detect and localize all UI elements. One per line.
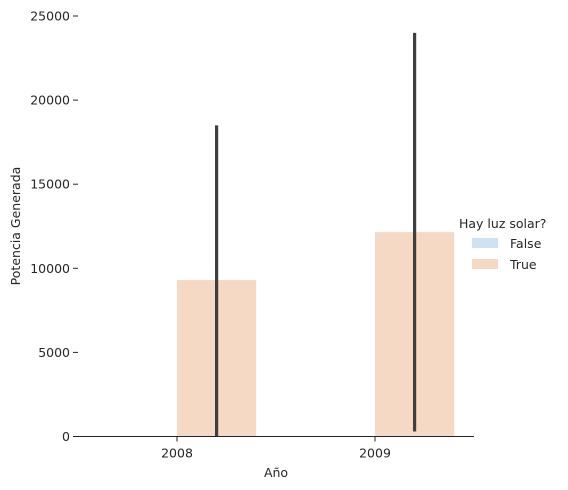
legend-title: Hay luz solar?: [459, 216, 546, 231]
legend-label-true: True: [509, 257, 537, 272]
legend-swatch-true: [472, 259, 498, 269]
plot-area: [177, 32, 455, 437]
y-tick-label: 5000: [38, 345, 70, 360]
legend-swatch-false: [472, 238, 498, 248]
y-tick-label: 15000: [30, 177, 70, 192]
x-tick-label: 2008: [161, 446, 193, 461]
legend-items: False True: [472, 236, 542, 272]
x-ticks: 2008 2009: [161, 436, 391, 461]
legend: Hay luz solar? False True: [459, 216, 546, 272]
y-tick-label: 0: [62, 429, 70, 444]
legend-label-false: False: [510, 236, 542, 251]
y-axis-label: Potencia Generada: [8, 167, 23, 286]
y-tick-label: 10000: [30, 261, 70, 276]
x-tick-label: 2009: [359, 446, 391, 461]
y-tick-label: 25000: [30, 9, 70, 24]
y-ticks: 0 5000 10000 15000 20000 25000: [30, 9, 78, 444]
y-tick-label: 20000: [30, 93, 70, 108]
x-axis-label: Año: [264, 465, 288, 480]
